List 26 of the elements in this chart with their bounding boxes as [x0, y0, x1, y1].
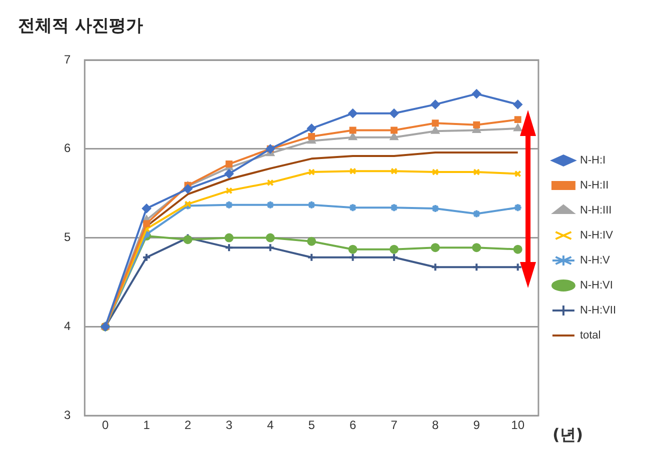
x-tick-label: 9	[473, 418, 480, 432]
legend-label: N-H:VII	[580, 304, 616, 317]
x-axis-title: (년)	[552, 424, 584, 444]
x-tick-label: 1	[143, 418, 150, 432]
legend-label: N-H:I	[580, 154, 606, 167]
x-tick-label: 8	[432, 418, 439, 432]
y-tick-label: 4	[64, 319, 71, 334]
x-tick-label: 3	[226, 418, 233, 432]
x-tick-label: 0	[102, 418, 109, 432]
x-tick-label: 10	[511, 418, 525, 432]
legend-label: N-H:IV	[580, 230, 614, 242]
legend-label: N-H:III	[580, 204, 612, 217]
x-tick-label: 2	[184, 418, 192, 432]
legend-label: N-H:V	[580, 254, 611, 267]
chart-title: 전체적 사진평가	[18, 15, 143, 37]
x-tick-label: 7	[390, 418, 398, 432]
y-tick-label: 7	[64, 52, 71, 66]
legend-label: total	[580, 330, 601, 342]
y-tick-label: 5	[64, 230, 71, 244]
legend-label: N-H:VI	[580, 280, 613, 292]
legend-label: N-H:II	[580, 180, 609, 192]
x-tick-label: 4	[266, 418, 274, 432]
x-tick-label: 5	[308, 418, 316, 432]
x-tick-label: 6	[349, 418, 356, 432]
y-tick-label: 3	[64, 408, 71, 422]
y-tick-label: 6	[64, 141, 71, 156]
